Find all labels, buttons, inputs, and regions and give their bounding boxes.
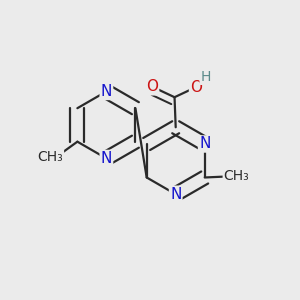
Text: N: N [101,151,112,166]
Text: N: N [199,136,210,152]
Text: O: O [146,79,158,94]
Text: N: N [101,84,112,99]
Text: O: O [190,80,202,95]
Text: CH₃: CH₃ [224,169,250,183]
Text: N: N [170,187,182,202]
Text: H: H [200,70,211,84]
Text: CH₃: CH₃ [37,150,63,164]
